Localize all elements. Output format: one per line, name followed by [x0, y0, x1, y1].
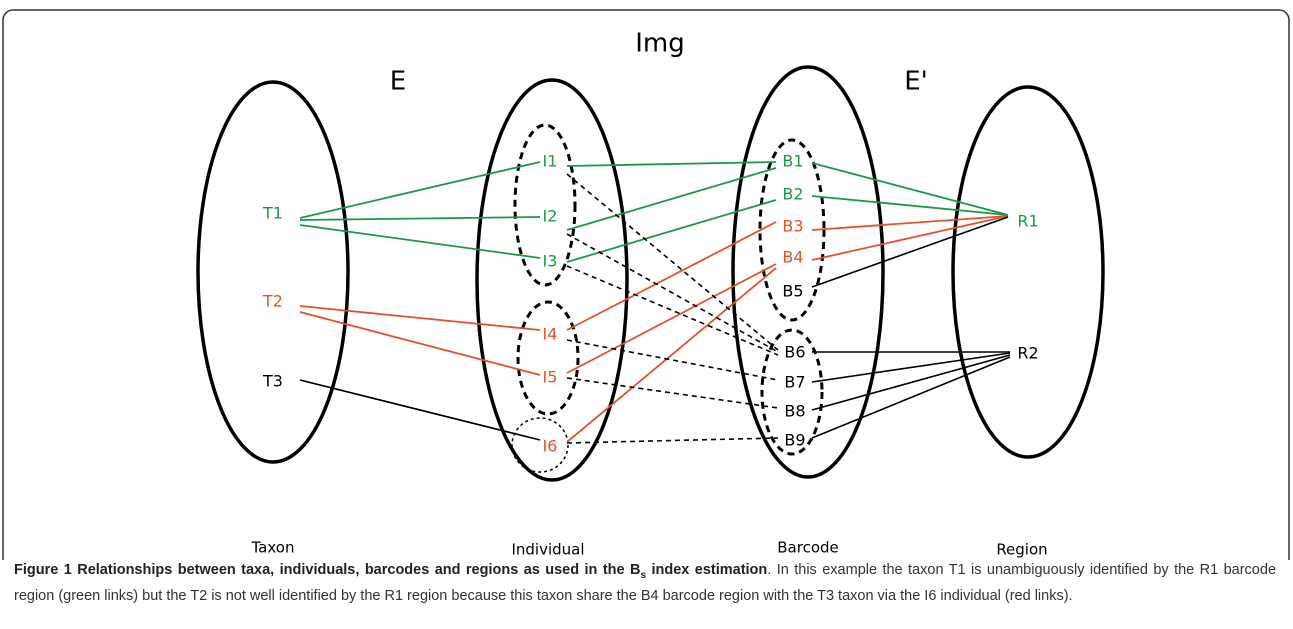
node: I6: [543, 437, 558, 456]
link: [566, 161, 777, 167]
node: I5: [543, 368, 558, 387]
node: B8: [784, 402, 805, 421]
dashed-link: [566, 173, 779, 351]
link: [566, 167, 777, 231]
link: [811, 215, 1009, 231]
node: B2: [782, 185, 803, 204]
subset: [760, 328, 824, 456]
caption-title-end: index estimation: [646, 562, 768, 578]
link: [299, 305, 541, 331]
link: [566, 221, 777, 331]
node: I1: [543, 152, 558, 171]
barcode-set: [731, 65, 885, 479]
node: B7: [784, 373, 805, 392]
subset: [516, 300, 580, 416]
dashed-link: [566, 265, 779, 356]
link: [566, 199, 777, 263]
node: R1: [1017, 212, 1038, 231]
link: [811, 215, 1009, 261]
group-label: Taxon: [251, 539, 295, 557]
link: [811, 162, 1009, 216]
group-label: Individual: [511, 541, 584, 559]
link: [566, 267, 777, 443]
caption-title-text: Relationships between taxa, individuals,…: [77, 562, 641, 578]
subset: [511, 417, 569, 473]
caption: Figure 1 Relationships between taxa, ind…: [14, 560, 1276, 608]
node: T2: [262, 292, 283, 311]
node: B3: [782, 217, 803, 236]
sets: [196, 65, 1105, 482]
links: [299, 161, 1011, 444]
group-labels: Taxon Individual Barcode Region: [251, 539, 1048, 559]
node: B5: [782, 282, 803, 301]
link: [811, 354, 1011, 411]
frame: [2, 9, 1290, 560]
link: [299, 224, 541, 259]
group-label: Barcode: [777, 539, 839, 557]
node: I2: [543, 207, 558, 226]
node: T3: [262, 372, 283, 391]
set-label: E: [390, 67, 406, 97]
taxon-set: [196, 80, 350, 464]
region-set: [951, 85, 1105, 459]
link: [299, 161, 541, 219]
node: B4: [782, 248, 803, 267]
node: B6: [784, 343, 805, 362]
link: [299, 379, 541, 441]
link: [299, 311, 541, 376]
caption-title: Relationships between taxa, individuals,…: [77, 562, 768, 581]
dashed-link: [566, 233, 779, 353]
caption-text: . In this example the taxon T1 is unambi…: [14, 562, 1277, 605]
link: [811, 356, 1011, 439]
node: I3: [543, 252, 558, 271]
node: R2: [1017, 344, 1038, 363]
caption-subscript: s: [640, 569, 647, 581]
link: [811, 216, 1009, 288]
link: [566, 263, 777, 374]
node: I4: [543, 325, 558, 344]
dashed-link: [566, 339, 779, 381]
set-label: E': [904, 67, 928, 97]
link: [299, 216, 541, 221]
link: [811, 195, 1009, 216]
caption-label: Figure 1: [14, 562, 72, 578]
subset: [513, 123, 577, 287]
dashed-link: [566, 437, 779, 444]
node: T1: [262, 204, 283, 223]
group-label: Region: [996, 541, 1047, 559]
title: Img: [635, 29, 685, 59]
individual-set: [475, 78, 629, 482]
node: B9: [784, 431, 805, 450]
link: [811, 352, 1011, 383]
figure: Img E E': [2, 9, 1290, 560]
nodes: T1 T2 T3 I1 I2 I3 I4 I5 I6 B1 B2 B3 B4 B…: [262, 152, 1039, 456]
node: B1: [782, 152, 803, 171]
